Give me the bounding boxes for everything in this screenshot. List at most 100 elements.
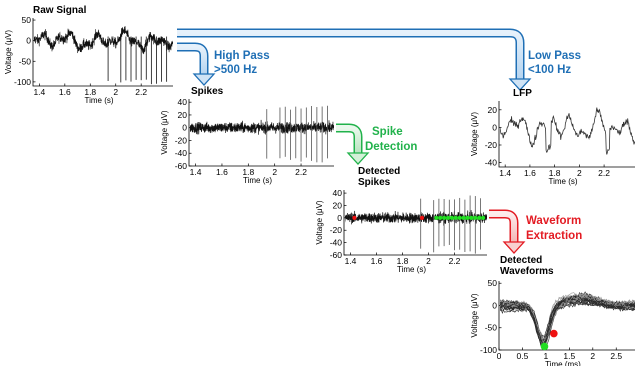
detected-green-point: [449, 215, 454, 220]
waveforms-xtick-label: 0.5: [517, 351, 529, 361]
spikes-ytick-label: 20: [178, 110, 188, 120]
waveforms-ytick-label: -100: [480, 345, 497, 355]
detected-green-point: [434, 215, 439, 220]
raw-xlabel: Time (s): [84, 96, 113, 105]
detected-xtick-label: 2: [426, 256, 431, 266]
detected-green-point: [461, 215, 466, 220]
detected-red-point: [352, 215, 357, 220]
lfp-trace: [500, 107, 635, 155]
detected-xtick-label: 1.6: [371, 256, 383, 266]
raw-xtick-label: 1.4: [33, 87, 45, 97]
waveforms-chart: Detected Waveforms 0 0.5 1 1.5 2 2.5 50 0 -50 -100 T…: [470, 255, 635, 366]
waveforms-axes: [498, 281, 635, 351]
charts: Raw Signal 1.4 1.6 1.8 2 2.2 50 0 -50 -100 Time (s…: [4, 5, 635, 366]
spikes-xtick-label: 2: [272, 167, 277, 177]
detected-xtick-label: 2.2: [449, 256, 461, 266]
lfp-xlabel: Time (s): [548, 177, 577, 186]
low-pass-arrow: [177, 28, 532, 91]
raw-axes: [32, 18, 173, 87]
waveforms-title: Detected Waveforms: [500, 255, 554, 277]
spikes-chart: Spikes 1.4 1.6 1.8 2 2.2 40 20 0 -20 -40 -60 Time (s…: [160, 86, 334, 185]
raw-signal-trace: [34, 26, 173, 55]
detected-ytick-label: 20: [333, 200, 343, 210]
waveforms-xtick-label: 2: [590, 351, 595, 361]
detected-xtick-label: 1.8: [397, 256, 409, 266]
raw-xtick-label: 1.6: [59, 87, 71, 97]
lfp-ytick-label: -20: [485, 140, 498, 150]
detected-ytick-label: -20: [330, 225, 343, 235]
high-pass-label: High Pass >500 Hz: [214, 50, 270, 76]
lfp-ytick-label: 0: [492, 122, 497, 132]
detected-green-point: [465, 215, 470, 220]
raw-xtick-label: 2: [113, 87, 118, 97]
spikes-xtick-label: 2.2: [295, 167, 307, 177]
waveforms-xlabel: Time (ms): [545, 360, 581, 366]
lfp-xtick-label: 2.2: [598, 168, 610, 178]
waveforms-xtick-label: 0: [497, 351, 502, 361]
spikes-ytick-label: -60: [175, 161, 188, 171]
detected-ylabel: Voltage (μV): [315, 200, 324, 245]
waveform-extraction-arrow: [489, 209, 526, 254]
spikes-ytick-label: 40: [178, 97, 188, 107]
waveform-trace: [500, 301, 635, 345]
lfp-ylabel: Voltage (μV): [470, 112, 479, 157]
spikes-trace: [190, 119, 334, 135]
lfp-xtick-label: 1.4: [499, 168, 511, 178]
lfp-xtick-label: 2: [577, 168, 582, 178]
lfp-xtick-label: 1.6: [524, 168, 536, 178]
raw-ylabel: Voltage (μV): [4, 30, 13, 75]
lfp-xtick-label: 1.8: [549, 168, 561, 178]
detected-axes: [343, 190, 487, 256]
spikes-ylabel: Voltage (μV): [160, 110, 169, 155]
waveforms-ytick-label: 0: [492, 300, 497, 310]
spikes-ytick-label: -40: [175, 148, 188, 158]
lfp-title: LFP: [513, 88, 532, 99]
spikes-xtick-label: 1.4: [190, 167, 202, 177]
waveform-trace: [500, 297, 635, 340]
detected-ytick-label: 40: [333, 188, 343, 198]
detected-xtick-label: 1.4: [345, 256, 357, 266]
flow-arrows: [177, 28, 532, 254]
detected-xlabel: Time (s): [397, 265, 426, 274]
raw-chart: Raw Signal 1.4 1.6 1.8 2 2.2 50 0 -50 -100 Time (s…: [4, 5, 173, 105]
detected-green-point: [442, 215, 447, 220]
waveforms-ylabel: Voltage (μV): [470, 293, 479, 338]
raw-ytick-label: -50: [19, 56, 32, 66]
waveform-trace: [500, 297, 635, 348]
detected-green-point: [469, 215, 474, 220]
detected-green-point: [438, 215, 443, 220]
low-pass-label: Low Pass <100 Hz: [528, 50, 581, 76]
detected-ytick-label: 0: [337, 213, 342, 223]
waveform-trace: [500, 297, 635, 342]
raw-xtick-label: 1.8: [84, 87, 96, 97]
raw-title: Raw Signal: [33, 5, 87, 16]
raw-ytick-label: -100: [14, 77, 31, 87]
lfp-chart: LFP 1.4 1.6 1.8 2 2.2 20 0 -20 -40 Time (s) Voltage…: [470, 88, 635, 186]
lfp-axes: [498, 101, 635, 168]
raw-ytick-label: 50: [22, 15, 32, 25]
detected-chart: Detected Spikes 1.4 1.6 1.8 2 2.2 40 20 0 -20 -40 -6…: [315, 166, 487, 274]
spikes-ytick-label: 0: [182, 123, 187, 133]
peak-marker: [550, 329, 558, 338]
detected-ytick-label: -60: [330, 250, 343, 260]
spikes-title: Spikes: [191, 86, 224, 97]
detected-title: Detected Spikes: [358, 166, 400, 188]
detected-ytick-label: -40: [330, 238, 343, 248]
detected-green-point: [473, 215, 478, 220]
waveform-extraction-label: Waveform Extraction: [526, 215, 582, 242]
spike-detection-arrow: [336, 123, 370, 165]
spikes-xtick-label: 1.8: [242, 167, 254, 177]
detected-red-point: [419, 215, 425, 220]
raw-ytick-label: 0: [26, 36, 31, 46]
raw-xtick-label: 2.2: [135, 87, 147, 97]
detected-green-point: [481, 215, 486, 220]
spikes-ytick-label: -20: [175, 135, 188, 145]
spikes-xtick-label: 1.6: [216, 167, 228, 177]
detected-green-point: [457, 215, 462, 220]
waveforms-xtick-label: 2.5: [610, 351, 622, 361]
waveforms-xtick-label: 1: [544, 351, 549, 361]
trough-marker: [540, 342, 549, 351]
waveforms-xtick-label: 1.5: [563, 351, 575, 361]
detected-green-point: [477, 215, 482, 220]
